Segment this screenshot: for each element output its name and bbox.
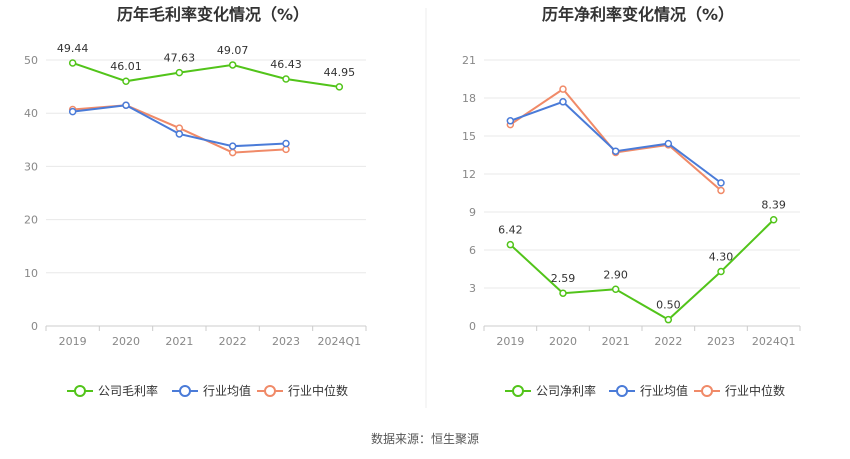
legend-label: 公司净利率: [536, 383, 596, 398]
y-tick-label: 3: [469, 282, 476, 295]
data-source: 数据来源：恒生聚源: [371, 431, 479, 446]
data-label: 47.63: [164, 52, 196, 65]
data-point: [335, 83, 344, 91]
data-label: 2.59: [551, 272, 576, 285]
legend: 公司毛利率 行业均值 行业中位数: [67, 383, 348, 398]
data-point: [282, 75, 290, 83]
data-label: 49.44: [57, 42, 89, 55]
series-lines: [506, 85, 778, 324]
data-labels: 49.44 46.01 47.63 49.07 46.43 44.95: [57, 42, 355, 79]
data-point: [559, 289, 567, 297]
data-point: [559, 85, 567, 93]
y-tick-label: 0: [469, 320, 476, 333]
legend-label: 公司毛利率: [98, 383, 158, 398]
legend-marker: [74, 385, 86, 397]
data-point: [175, 124, 184, 132]
data-point: [282, 145, 290, 154]
series-lines: [68, 59, 344, 157]
data-label: 6.42: [498, 224, 523, 237]
data-point: [559, 98, 567, 106]
y-tick-label: 15: [462, 130, 476, 143]
data-label: 46.43: [270, 58, 302, 71]
legend: 公司净利率 行业均值 行业中位数: [505, 383, 785, 398]
data-label: 8.39: [761, 199, 786, 212]
y-tick-label: 40: [24, 107, 38, 120]
data-label: 46.01: [110, 60, 142, 73]
legend-marker: [701, 385, 713, 397]
y-tick-label: 10: [24, 267, 38, 280]
data-point: [122, 77, 130, 85]
data-label: 0.50: [656, 299, 681, 312]
data-point: [664, 139, 673, 148]
y-tick-label: 21: [462, 54, 476, 67]
legend-marker: [264, 385, 276, 397]
data-label: 49.07: [217, 44, 249, 57]
chart-title: 历年毛利率变化情况（%）: [117, 5, 309, 24]
data-point: [228, 148, 237, 157]
x-tick-label: 2024Q1: [318, 335, 362, 348]
x-tick-labels: 2019 2020 2021 2022 2023 2024Q1: [45, 326, 367, 348]
legend-marker: [179, 385, 191, 397]
gross-margin-chart: 历年毛利率变化情况（%） 0 10 20 30 40 50 2019 2020 2021 202…: [24, 5, 367, 398]
data-point: [175, 68, 184, 77]
data-labels: 6.42 2.59 2.90 0.50 4.30 8.39: [498, 199, 786, 312]
data-label: 2.90: [603, 268, 628, 281]
data-point: [228, 142, 237, 150]
y-tick-label: 50: [24, 54, 38, 67]
chart-title: 历年净利率变化情况（%）: [542, 5, 734, 24]
data-label: 44.95: [324, 66, 356, 79]
y-tick-label: 30: [24, 160, 38, 173]
data-point: [122, 101, 130, 109]
data-point: [175, 130, 184, 138]
series-line: [509, 219, 775, 321]
y-tick-label: 6: [469, 244, 476, 257]
y-tick-label: 18: [462, 92, 476, 105]
x-tick-label: 2020: [549, 335, 577, 348]
y-grid: [484, 59, 800, 327]
data-point: [228, 61, 237, 69]
data-point: [68, 107, 77, 116]
legend-label: 行业均值: [640, 383, 688, 398]
data-point: [717, 267, 725, 276]
data-point: [717, 186, 725, 195]
data-point: [611, 285, 620, 294]
series-line: [72, 62, 340, 88]
series-line: [509, 100, 722, 184]
y-tick-labels: 0 3 6 9 12 15 18 21: [462, 54, 476, 333]
legend-label: 行业均值: [203, 383, 251, 398]
y-tick-label: 9: [469, 206, 476, 219]
x-tick-label: 2020: [112, 335, 140, 348]
data-point: [664, 315, 673, 324]
x-tick-label: 2022: [654, 335, 682, 348]
data-point: [506, 240, 515, 249]
legend-marker: [512, 385, 524, 397]
data-point: [282, 139, 290, 148]
x-tick-label: 2023: [272, 335, 300, 348]
x-tick-label: 2024Q1: [752, 335, 796, 348]
data-label: 4.30: [709, 251, 734, 264]
x-tick-label: 2023: [707, 335, 735, 348]
data-point: [611, 147, 620, 155]
y-tick-labels: 0 10 20 30 40 50: [24, 54, 38, 333]
x-tick-label: 2022: [219, 335, 247, 348]
x-tick-label: 2021: [602, 335, 630, 348]
y-tick-label: 20: [24, 214, 38, 227]
data-point: [717, 179, 725, 187]
x-tick-labels: 2019 2020 2021 2022 2023 2024Q1: [483, 326, 801, 348]
y-tick-label: 0: [31, 320, 38, 333]
series-line: [509, 87, 722, 192]
legend-label: 行业中位数: [288, 383, 348, 398]
x-tick-label: 2019: [59, 335, 87, 348]
data-point: [68, 59, 77, 67]
y-grid: [46, 59, 366, 327]
y-tick-label: 12: [462, 168, 476, 181]
x-tick-label: 2019: [496, 335, 524, 348]
x-tick-label: 2021: [165, 335, 193, 348]
legend-label: 行业中位数: [725, 383, 785, 398]
data-point: [506, 117, 515, 125]
legend-marker: [616, 385, 628, 397]
data-point: [769, 215, 778, 224]
